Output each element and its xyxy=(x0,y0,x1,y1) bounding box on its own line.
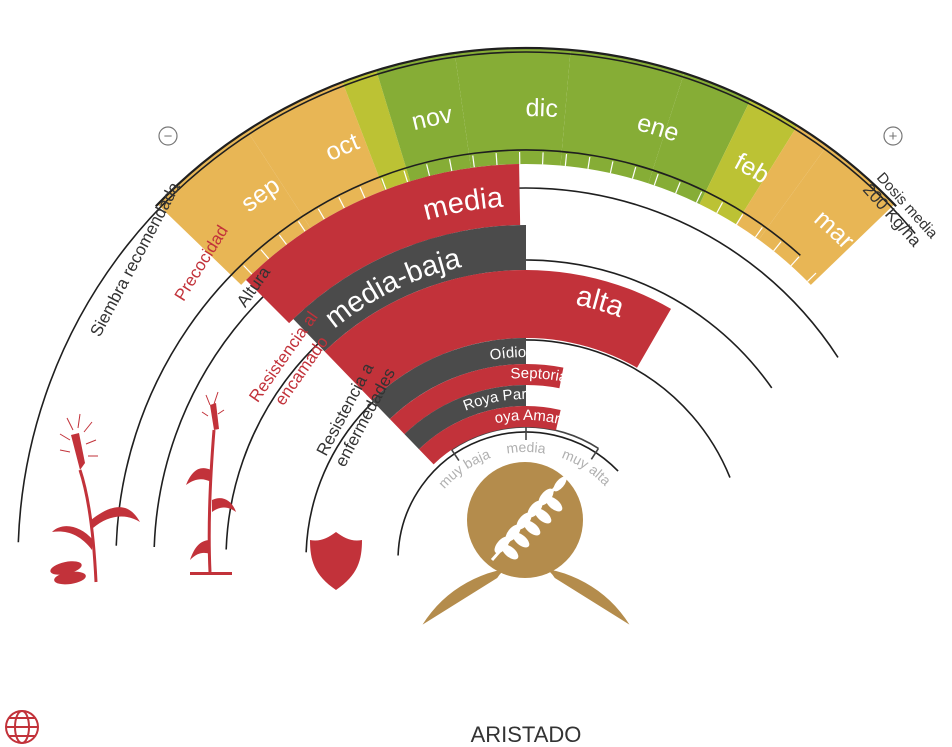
calendar-tick xyxy=(317,208,325,220)
disease-label: Oídio xyxy=(489,344,527,364)
calendar-tick xyxy=(448,159,453,172)
calendar-tick xyxy=(631,166,637,179)
scale-arc xyxy=(397,431,619,556)
scale-baseline xyxy=(451,426,599,451)
calendar-segment xyxy=(454,47,571,168)
calendar-tick xyxy=(495,153,498,166)
precocity-bar xyxy=(245,164,521,324)
calendar-tick xyxy=(807,272,817,282)
calendar-tick xyxy=(790,256,800,267)
calendar-tick xyxy=(381,178,387,190)
variety-name: TRIGO DURO xyxy=(455,592,596,646)
disease-bar xyxy=(419,406,561,465)
calendar-tick xyxy=(735,214,744,225)
variety-type: ARISTADO xyxy=(471,722,582,747)
zoom-out-button[interactable]: − xyxy=(158,126,178,146)
globe-icon[interactable] xyxy=(5,710,39,744)
shield-icon xyxy=(310,532,362,590)
calendar-segment xyxy=(376,52,471,182)
calendar-outline xyxy=(155,46,897,208)
plus-symbol: + xyxy=(889,128,898,145)
calendar-tick xyxy=(243,265,253,275)
wheat-stalk-seeds-icon xyxy=(50,413,140,585)
scale-tick xyxy=(450,449,460,461)
disease-label: Septoria xyxy=(510,365,570,387)
height-bar xyxy=(293,225,526,352)
scale-tick xyxy=(590,448,600,460)
wheat-plant-height-icon xyxy=(186,391,236,575)
calendar-tick xyxy=(754,227,763,238)
month-label: dic xyxy=(525,94,558,123)
disease-bar xyxy=(404,385,526,450)
calendar-segment xyxy=(342,70,411,191)
calendar-tick xyxy=(609,161,614,174)
disease-bar xyxy=(371,338,526,420)
calendar-segment xyxy=(699,99,798,225)
calendar-segment xyxy=(560,49,685,184)
calendar-tick xyxy=(278,234,288,245)
calendar-segment xyxy=(648,73,751,205)
calendar-segment xyxy=(758,145,895,285)
calendar-tick xyxy=(653,173,659,186)
calendar-tick xyxy=(716,202,724,214)
variety-band xyxy=(422,562,630,625)
scale-arc xyxy=(17,51,916,543)
calendar-tick xyxy=(773,241,782,252)
calendar-segment xyxy=(247,82,385,228)
sowing-label: Siembra recomendada xyxy=(86,179,184,340)
calendar-tick xyxy=(338,197,345,209)
calendar-tick xyxy=(297,221,306,232)
scale-arc xyxy=(115,149,801,546)
lodging-bar xyxy=(324,270,671,401)
calendar-tick xyxy=(541,152,544,165)
calendar-tick xyxy=(426,164,431,177)
calendar-tick xyxy=(564,153,568,167)
zoom-in-button[interactable]: + xyxy=(883,126,903,146)
scale-label: media xyxy=(505,439,547,457)
calendar-tick xyxy=(695,191,703,203)
wheat-ear-icon xyxy=(467,462,583,578)
calendar-tick xyxy=(472,155,475,168)
calendar-tick xyxy=(675,182,681,194)
calendar-segment xyxy=(735,125,827,240)
calendar-tick xyxy=(587,156,591,169)
minus-symbol: − xyxy=(164,128,173,145)
calendar-tick xyxy=(260,249,270,260)
calendar-tick xyxy=(359,187,366,199)
calendar-tick xyxy=(403,170,409,183)
disease-bar xyxy=(389,364,564,435)
